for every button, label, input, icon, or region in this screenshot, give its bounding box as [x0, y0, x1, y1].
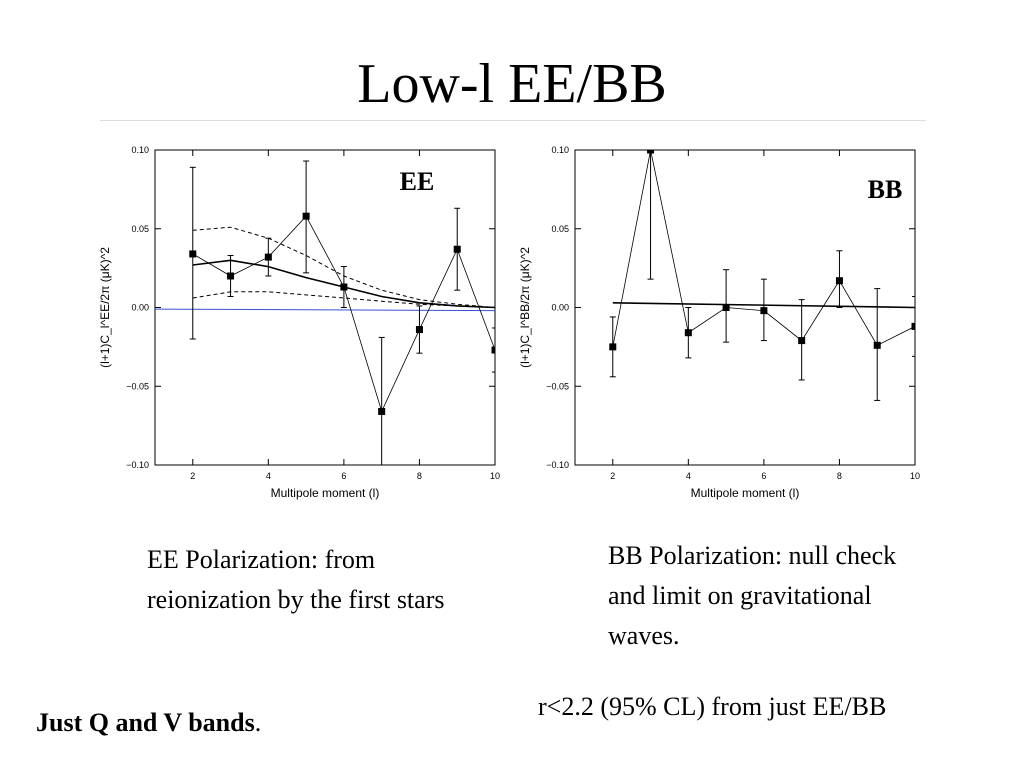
y-tick-label: 0.10: [551, 145, 569, 155]
data-point: [491, 346, 495, 354]
plot-area: [155, 160, 495, 465]
data-point: [684, 329, 692, 337]
bb-panel-label: BB: [868, 175, 903, 204]
x-tick-label: 2: [190, 471, 195, 481]
x-tick-label: 6: [341, 471, 346, 481]
y-axis-title: (l+1)C_l^BB/2π (μK)^2: [518, 247, 532, 368]
x-tick-label: 8: [837, 471, 842, 481]
y-tick-label: 0.00: [131, 303, 149, 313]
x-tick-label: 4: [686, 471, 691, 481]
data-point: [340, 283, 348, 291]
y-axis-title: (l+1)C_l^EE/2π (μK)^2: [98, 247, 112, 368]
x-tick-label: 8: [417, 471, 422, 481]
y-tick-label: 0.05: [551, 224, 569, 234]
y-tick-label: 0.00: [551, 303, 569, 313]
title-divider: [100, 120, 926, 121]
plot-frame: [154, 149, 496, 466]
data-point: [760, 307, 768, 315]
bb-plot-svg: 0.10 0.05 0.00 −0.05 −0.10 2 4 6 8 10 BB Multipole …: [518, 145, 920, 500]
data-connector-line: [192, 215, 495, 413]
data-point: [647, 150, 655, 154]
ee-panel-label: EE: [400, 167, 435, 196]
plot-area: [609, 150, 915, 401]
y-tick-label: −0.05: [126, 381, 149, 391]
x-axis-title: Multipole moment (l): [691, 486, 800, 500]
data-point: [798, 337, 806, 345]
data-point: [415, 326, 423, 334]
model-band-curve: [192, 291, 495, 308]
data-point: [722, 304, 730, 311]
y-tick-label: 0.05: [131, 224, 149, 234]
ee-plot-svg: 0.10 0.05 0.00 −0.05 −0.10 2 4 6 8 10 EE Multipole …: [98, 145, 500, 500]
data-point: [227, 272, 235, 280]
x-tick-label: 6: [761, 471, 766, 481]
zero-line: [155, 308, 495, 312]
ee-caption: EE Polarization: from reionization by th…: [147, 545, 445, 614]
y-tick-label: −0.05: [546, 381, 569, 391]
limit-note: r<2.2 (95% CL) from just EE/BB: [538, 692, 887, 721]
y-tick-label: −0.10: [546, 460, 569, 470]
bands-note-period: .: [254, 708, 262, 737]
x-tick-label: 10: [490, 471, 500, 481]
bb-caption: BB Polarization: null check and limit on…: [608, 541, 897, 650]
x-tick-label: 4: [266, 471, 271, 481]
data-point: [835, 277, 843, 285]
data-point: [189, 250, 197, 258]
bb-chart: 0.10 0.05 0.00 −0.05 −0.10 2 4 6 8 10 BB Multipole …: [515, 140, 945, 510]
data-point: [911, 322, 915, 330]
x-axis-title: Multipole moment (l): [271, 486, 380, 500]
data-point: [264, 253, 272, 261]
y-tick-label: 0.10: [131, 145, 149, 155]
bands-note-bold: Just Q and V bands: [36, 708, 255, 737]
data-point: [302, 212, 310, 220]
data-point: [453, 245, 461, 253]
data-point: [609, 343, 617, 351]
x-tick-label: 2: [610, 471, 615, 481]
slide-title: Low-l EE/BB: [357, 53, 667, 115]
x-tick-label: 10: [910, 471, 920, 481]
bands-note: Just Q and V bands.: [36, 708, 261, 738]
data-point: [378, 407, 386, 415]
y-tick-label: −0.10: [126, 460, 149, 470]
data-point: [873, 341, 881, 349]
ee-chart: 0.10 0.05 0.00 −0.05 −0.10 2 4 6 8 10 EE Multipole …: [95, 140, 525, 510]
